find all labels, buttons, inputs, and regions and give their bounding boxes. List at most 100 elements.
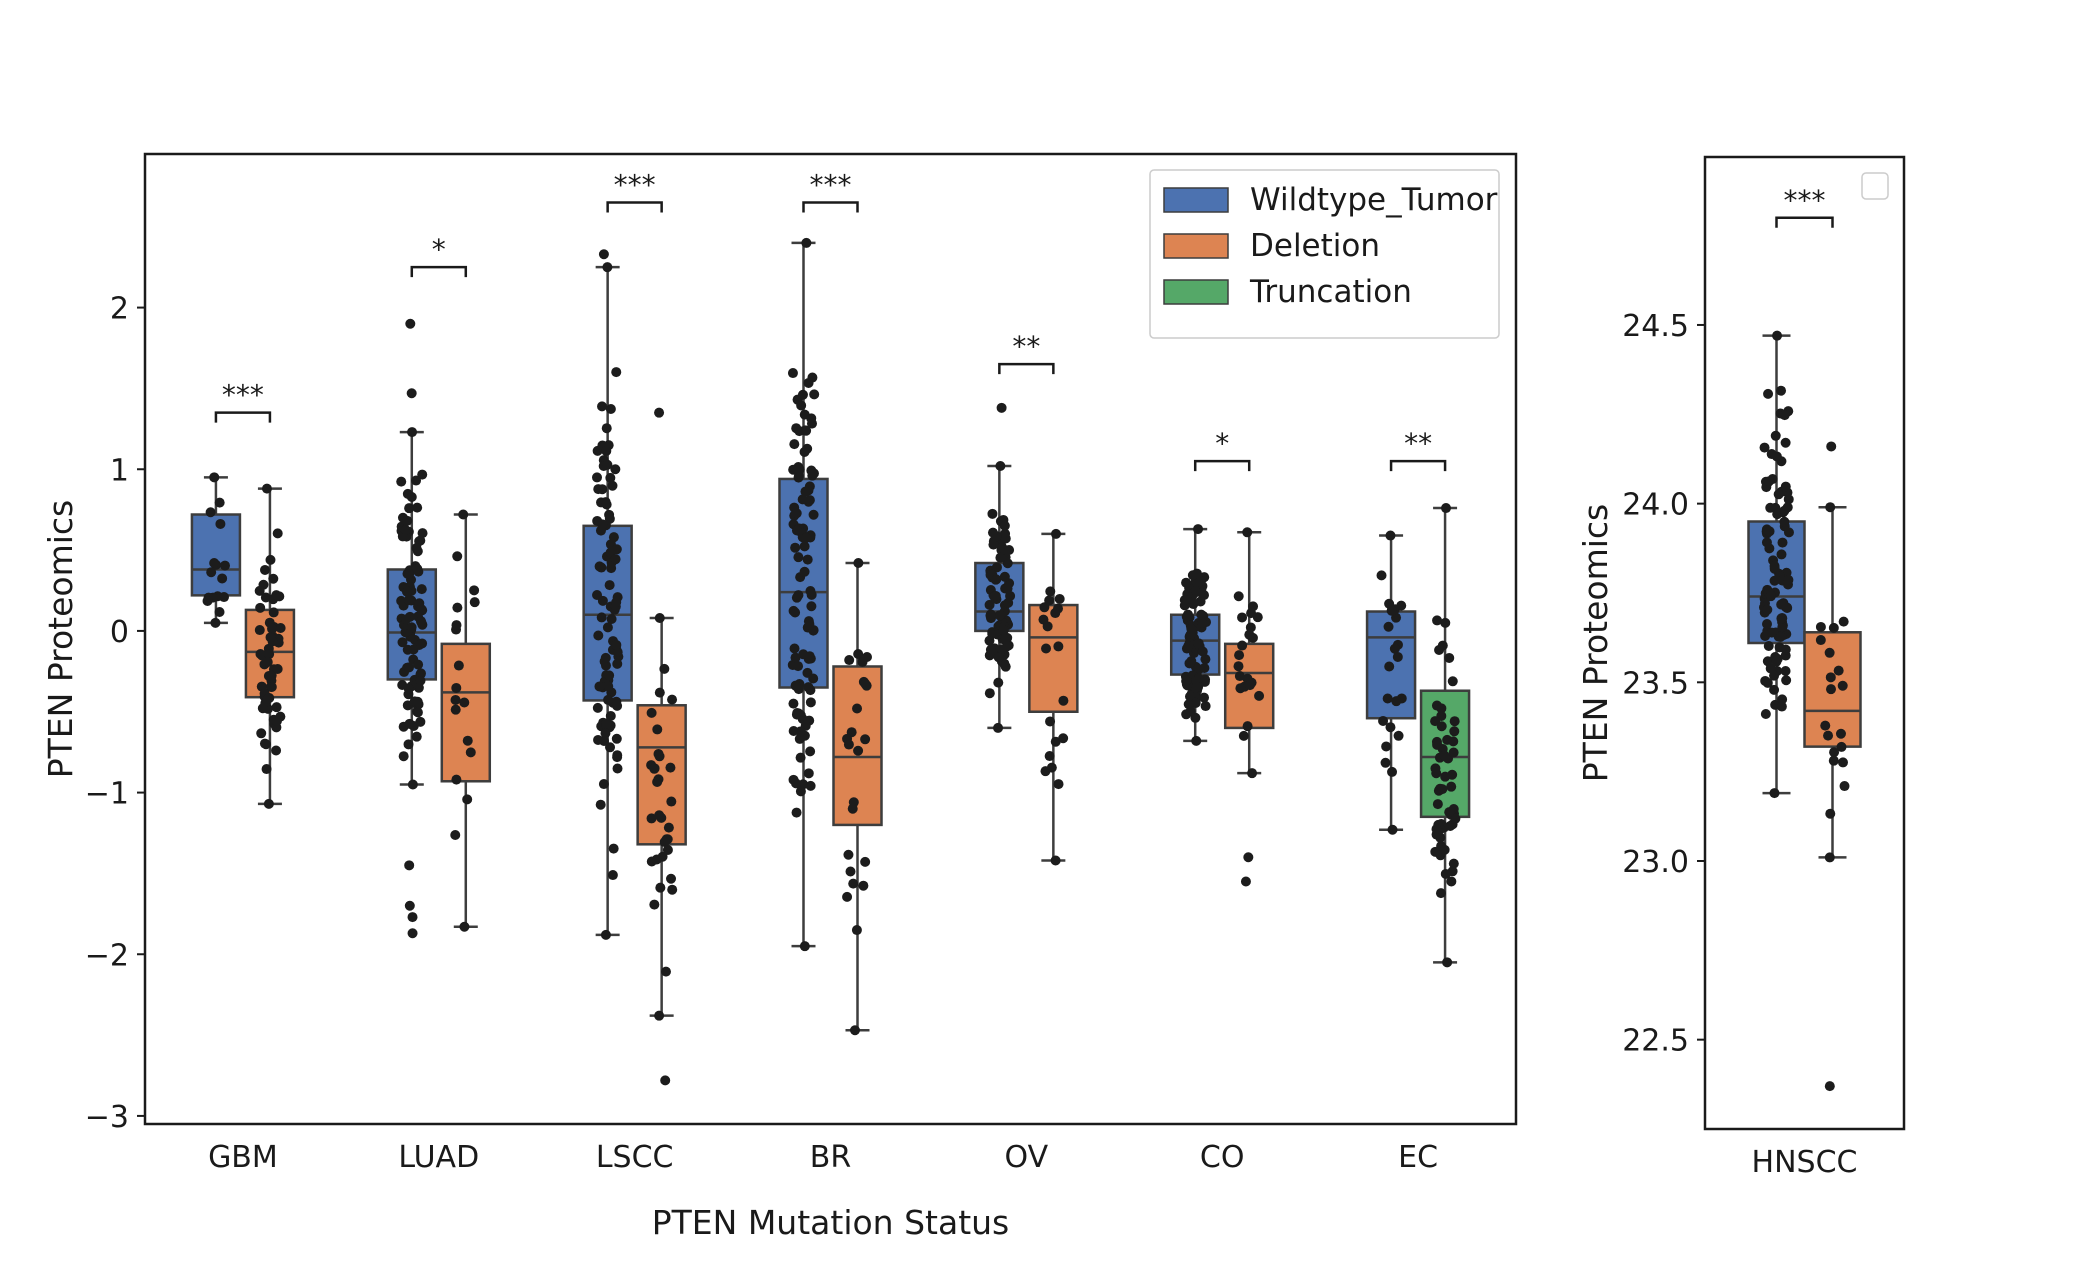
hnscc-deletion-point xyxy=(1825,672,1836,683)
lscc-wildtype-tumor-point xyxy=(600,929,611,940)
ov-wildtype-tumor-point xyxy=(993,677,1004,688)
hnscc-wildtype-tumor-point xyxy=(1762,604,1773,615)
luad-wildtype-tumor-point xyxy=(415,535,426,546)
main-boxplot-panel: 2 1 0 −1 −2 −3 PTEN Proteomics PTEN Mutation St… xyxy=(41,152,1518,1242)
gbm-deletion-point xyxy=(271,745,282,756)
lscc-deletion-point xyxy=(655,882,666,893)
br-deletion-point xyxy=(849,1025,860,1036)
co-deletion-point xyxy=(1234,671,1245,682)
br-wildtype-tumor-point xyxy=(808,509,819,520)
ov-deletion-point xyxy=(1044,751,1055,762)
luad-wildtype-tumor-point xyxy=(401,586,412,597)
ov-wildtype-tumor-point xyxy=(990,590,1001,601)
ec-truncation-point xyxy=(1444,652,1455,663)
luad-significance-bracket xyxy=(410,265,468,278)
br-deletion-point xyxy=(843,849,854,860)
ov-deletion-point xyxy=(1058,695,1069,706)
co-wildtype-tumor-point xyxy=(1197,617,1208,628)
ec-wildtype-tumor-point xyxy=(1380,757,1391,768)
luad-wildtype-tumor-point xyxy=(396,476,407,487)
ec-truncation-point xyxy=(1442,957,1453,968)
hnscc-wildtype-tumor-point xyxy=(1765,502,1776,513)
ov-wildtype-tumor-point xyxy=(987,527,998,538)
br-wildtype-tumor-point xyxy=(795,726,806,737)
gbm-deletion-point xyxy=(257,703,268,714)
ov-wildtype-tumor-point xyxy=(1002,583,1013,594)
lscc-wildtype-tumor-point xyxy=(597,401,608,412)
ov-wildtype-tumor-point xyxy=(984,688,995,699)
y-tick-label: −2 xyxy=(85,938,129,973)
co-deletion-points xyxy=(1233,527,1265,887)
hnscc-wildtype-tumor-point xyxy=(1765,591,1776,602)
lscc-wildtype-tumor-point xyxy=(593,484,604,495)
lscc-wildtype-tumor-point xyxy=(612,658,623,669)
gbm-deletion-point xyxy=(261,764,272,775)
gbm-deletion-point xyxy=(268,607,279,618)
luad-deletion-box xyxy=(440,642,492,783)
hnscc-deletion-point xyxy=(1823,730,1834,741)
ec-truncation-point xyxy=(1432,799,1443,810)
luad-wildtype-tumor-point xyxy=(412,502,423,513)
hnscc-deletion-point xyxy=(1825,808,1836,819)
hnscc-significance-bracket xyxy=(1775,216,1834,228)
ec-truncation-points xyxy=(1430,503,1461,968)
y-tick-label: −1 xyxy=(85,777,129,812)
x-tick-label-gbm: GBM xyxy=(208,1140,278,1175)
gbm-wildtype-tumor-point xyxy=(210,617,221,628)
br-wildtype-tumor-point xyxy=(795,752,806,763)
br-wildtype-tumor-point xyxy=(805,780,816,791)
ec-truncation-point xyxy=(1446,876,1457,887)
plot-frame xyxy=(1703,155,1906,1131)
hnscc-deletion-point xyxy=(1839,781,1850,792)
luad-deletion-point xyxy=(452,602,463,613)
lscc-wildtype-tumor-point xyxy=(611,367,622,378)
hnscc-deletion-point xyxy=(1824,852,1835,863)
lscc-wildtype-tumor-point xyxy=(596,612,607,623)
co-wildtype-tumor-point xyxy=(1179,595,1190,606)
luad-wildtype-tumor-point xyxy=(416,584,427,595)
gbm-wildtype-tumor-point xyxy=(219,560,230,571)
ec-truncation-point xyxy=(1431,824,1442,835)
gbm-deletion-point xyxy=(272,528,283,539)
lscc-deletion-point xyxy=(663,822,674,833)
ec-truncation-point xyxy=(1444,807,1455,818)
lscc-significance-label: *** xyxy=(614,169,656,202)
luad-wildtype-tumor-outlier xyxy=(404,860,415,871)
hnscc-deletion-point xyxy=(1815,621,1826,632)
co-deletion-point xyxy=(1234,650,1245,661)
co-deletion-point xyxy=(1233,661,1244,672)
br-wildtype-tumor-point xyxy=(791,525,802,536)
lscc-deletion-point xyxy=(646,707,657,718)
co-wildtype-tumor-point xyxy=(1197,646,1208,657)
gbm-wildtype-tumor-point xyxy=(209,557,220,568)
br-wildtype-tumor-point xyxy=(803,377,814,388)
br-wildtype-tumor-point xyxy=(800,532,811,543)
luad-wildtype-tumor-point xyxy=(404,718,415,729)
br-wildtype-tumor-points xyxy=(787,237,820,952)
ov-wildtype-tumor-outlier xyxy=(996,402,1007,413)
br-wildtype-tumor-point xyxy=(788,605,799,616)
ec-wildtype-tumor-point xyxy=(1385,530,1396,541)
br-wildtype-tumor-point xyxy=(793,661,804,672)
ec-wildtype-tumor-point xyxy=(1387,824,1398,835)
br-wildtype-tumor-point xyxy=(802,554,813,565)
lscc-deletion-point xyxy=(651,854,662,865)
br-wildtype-tumor-point xyxy=(799,566,810,577)
co-wildtype-tumor-point xyxy=(1186,623,1197,634)
ov-wildtype-tumor-point xyxy=(991,574,1002,585)
lscc-deletion-point xyxy=(662,844,673,855)
lscc-wildtype-tumor-point xyxy=(594,561,605,572)
ov-deletion-point xyxy=(1050,855,1061,866)
br-wildtype-tumor-point xyxy=(792,707,803,718)
x-tick-label-br: BR xyxy=(810,1140,851,1175)
gbm-deletion-point xyxy=(254,585,265,596)
co-deletion-point xyxy=(1237,640,1248,651)
br-wildtype-tumor-point xyxy=(808,673,819,684)
ec-significance-bracket xyxy=(1389,459,1447,472)
hnscc-wildtype-tumor-point xyxy=(1777,694,1788,705)
hnscc-deletion-point xyxy=(1815,635,1826,646)
lscc-wildtype-tumor-point xyxy=(608,843,619,854)
co-deletion-point xyxy=(1238,730,1249,741)
ec-wildtype-tumor-point xyxy=(1382,693,1393,704)
lscc-wildtype-tumor-point xyxy=(612,763,623,774)
